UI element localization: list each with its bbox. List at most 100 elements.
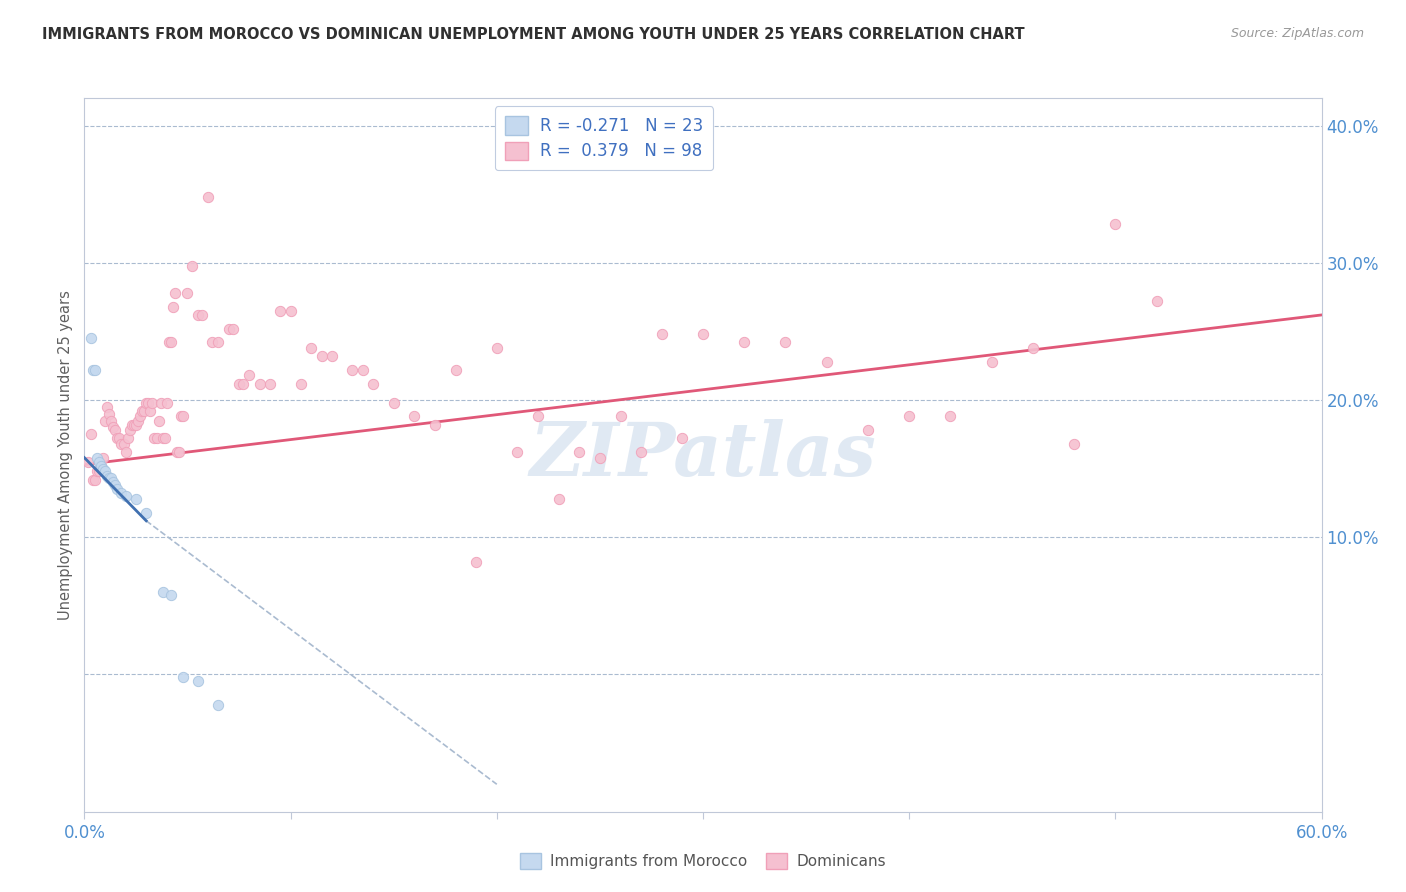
Point [423,417,446,432]
Point [444,363,467,377]
Point [465,555,488,569]
Point [527,409,550,424]
Point [980,354,1002,368]
Point [166,445,188,459]
Point [121,417,143,432]
Point [1063,437,1085,451]
Point [165,285,187,300]
Point [299,341,322,355]
Point [404,409,426,424]
Point [152,585,174,599]
Point [167,445,190,459]
Point [98,407,121,421]
Point [82,363,104,377]
Point [222,321,245,335]
Text: Source: ZipAtlas.com: Source: ZipAtlas.com [1230,27,1364,40]
Point [506,445,529,459]
Point [114,445,136,459]
Point [589,450,612,465]
Point [125,491,148,506]
Point [207,698,229,712]
Point [153,432,176,446]
Point [187,674,209,689]
Point [856,423,879,437]
Point [1022,341,1045,355]
Point [148,414,170,428]
Point [311,349,333,363]
Point [361,376,384,391]
Point [218,321,240,335]
Point [139,404,162,418]
Point [191,308,214,322]
Point [105,482,128,496]
Point [83,363,105,377]
Point [96,400,118,414]
Point [134,404,156,418]
Point [135,506,157,520]
Point [79,427,101,442]
Point [160,335,183,350]
Point [939,409,962,424]
Point [898,409,921,424]
Point [170,409,193,424]
Point [112,437,135,451]
Point [176,285,198,300]
Point [141,396,163,410]
Point [1146,294,1168,309]
Point [125,417,148,432]
Point [91,450,114,465]
Point [1104,218,1126,232]
Point [568,445,591,459]
Point [207,335,229,350]
Point [77,455,100,469]
Point [352,363,374,377]
Point [94,464,117,478]
Point [108,432,131,446]
Point [83,473,105,487]
Point [630,445,652,459]
Point [136,396,159,410]
Point [160,588,183,602]
Point [87,455,110,469]
Point [105,432,128,446]
Text: IMMIGRANTS FROM MOROCCO VS DOMINICAN UNEMPLOYMENT AMONG YOUTH UNDER 25 YEARS COR: IMMIGRANTS FROM MOROCCO VS DOMINICAN UNE… [42,27,1025,42]
Point [172,670,194,684]
Point [651,327,673,342]
Text: ZIPatlas: ZIPatlas [530,418,876,491]
Point [91,461,114,475]
Point [100,414,122,428]
Point [733,335,755,350]
Point [156,396,179,410]
Point [342,363,364,377]
Point [96,468,118,483]
Point [129,409,152,424]
Point [692,327,714,342]
Point [280,303,302,318]
Point [259,376,281,391]
Point [187,308,209,322]
Point [90,458,112,473]
Point [815,354,838,368]
Point [149,396,172,410]
Point [232,376,254,391]
Point [98,471,121,485]
Point [228,376,250,391]
Point [86,464,108,478]
Point [547,491,569,506]
Point [135,396,157,410]
Point [118,423,141,437]
Point [79,331,101,345]
Y-axis label: Unemployment Among Youth under 25 years: Unemployment Among Youth under 25 years [58,290,73,620]
Point [180,259,202,273]
Point [127,414,149,428]
Point [103,420,125,434]
Point [87,464,110,478]
Point [122,417,145,432]
Point [152,432,174,446]
Point [103,475,125,490]
Point [104,478,127,492]
Point [172,409,194,424]
Point [114,489,136,503]
Point [145,432,167,446]
Legend: Immigrants from Morocco, Dominicans: Immigrants from Morocco, Dominicans [513,847,893,875]
